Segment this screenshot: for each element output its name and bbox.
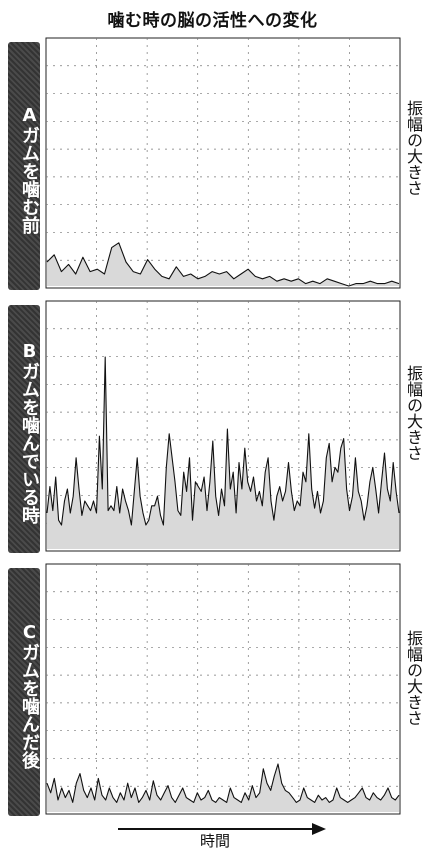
panel-b-series-line (46, 356, 400, 526)
panel-b-ylabel: 振幅の大きさ (404, 365, 423, 461)
panel-a-area (47, 242, 399, 286)
panel-a-ylabel: 振幅の大きさ (404, 100, 423, 196)
panel-b-tag: Bガムを噛んでいる時 (8, 305, 40, 553)
time-arrow-head (312, 823, 326, 835)
panel-a-tag: Aガムを噛む前 (8, 42, 40, 290)
panel-c-series-line (46, 763, 400, 803)
panel-c-tag: Cガムを噛んだ後 (8, 568, 40, 816)
x-axis-label: 時間 (199, 832, 230, 850)
panel-b-area (47, 357, 399, 549)
chart-title: 噛む時の脳の活性への変化 (107, 11, 318, 31)
panel-c-frame (45, 563, 401, 815)
panel-a-frame (45, 37, 401, 289)
panel-c-ylabel: 振幅の大きさ (404, 630, 423, 726)
panel-a-series-line (46, 242, 400, 287)
